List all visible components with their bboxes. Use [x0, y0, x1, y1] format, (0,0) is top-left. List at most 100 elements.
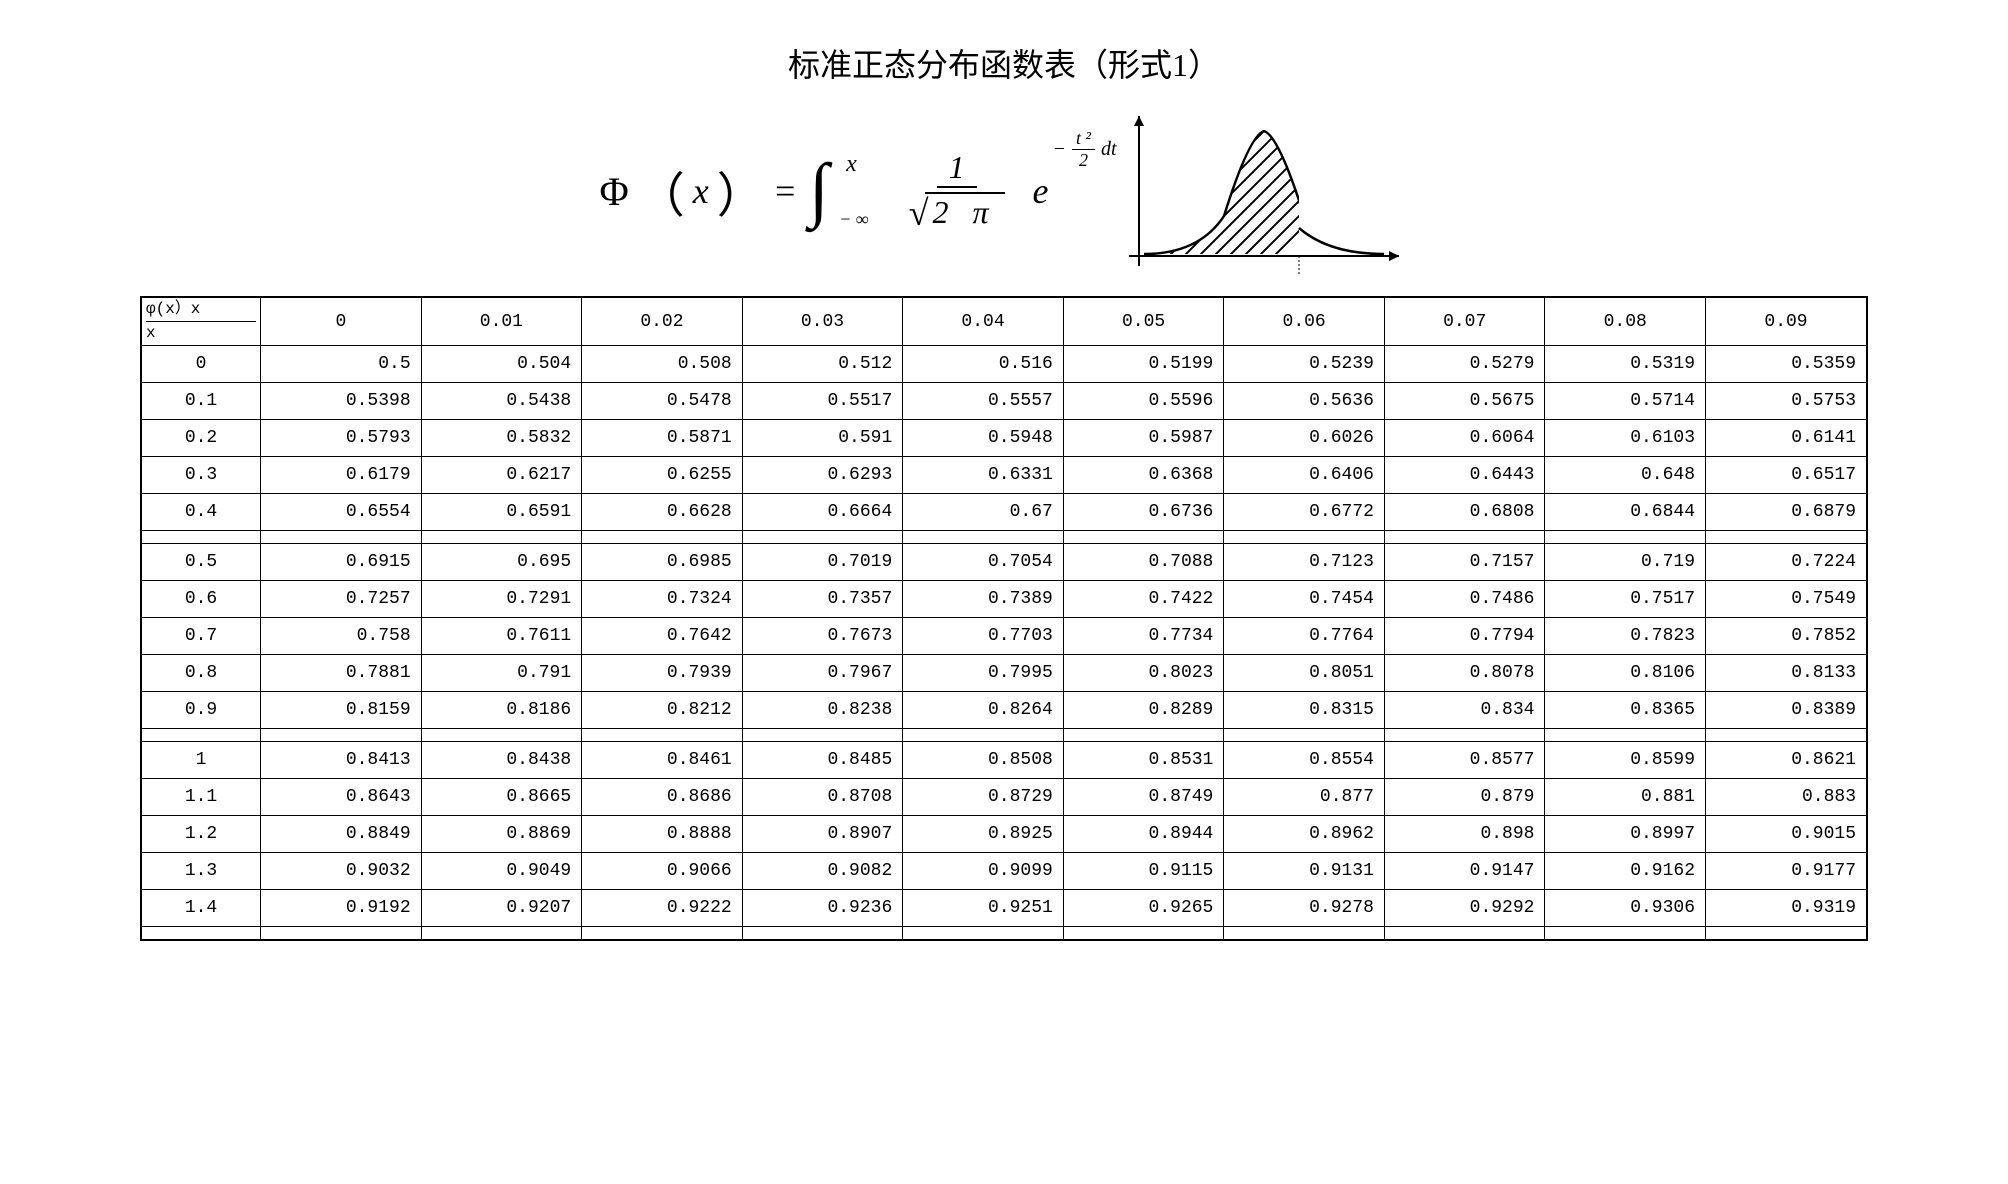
- column-header: 0: [261, 297, 422, 346]
- row-header: 0.5: [141, 544, 261, 581]
- table-cell: 0.6915: [261, 544, 422, 581]
- table-cell: 0.877: [1224, 779, 1385, 816]
- table-cell: 0.7357: [742, 581, 903, 618]
- table-cell: 0.7794: [1384, 618, 1545, 655]
- table-cell: 0.7054: [903, 544, 1064, 581]
- table-cell: 0.8238: [742, 692, 903, 729]
- corner-top-label: φ(x）x: [146, 300, 256, 322]
- table-cell: 0.7088: [1063, 544, 1224, 581]
- table-cell: 0.8997: [1545, 816, 1706, 853]
- equals-sign: =: [773, 170, 797, 212]
- table-cell: 0.7764: [1224, 618, 1385, 655]
- table-cell: 0.7549: [1706, 581, 1868, 618]
- table-row: 1.40.91920.92070.92220.92360.92510.92650…: [141, 890, 1867, 927]
- table-cell: 0.8389: [1706, 692, 1868, 729]
- table-cell: 0.9015: [1706, 816, 1868, 853]
- table-cell: 0.9236: [742, 890, 903, 927]
- table-cell: 0.7703: [903, 618, 1064, 655]
- normal-distribution-table: φ(x）x x 00.010.020.030.040.050.060.070.0…: [140, 296, 1868, 941]
- table-row: 00.50.5040.5080.5120.5160.51990.52390.52…: [141, 346, 1867, 383]
- table-cell: 0.9306: [1545, 890, 1706, 927]
- table-cell: 0.9177: [1706, 853, 1868, 890]
- table-cell: 0.5199: [1063, 346, 1224, 383]
- spacer-row: [141, 927, 1867, 941]
- table-cell: 0.8078: [1384, 655, 1545, 692]
- table-cell: 0.7389: [903, 581, 1064, 618]
- table-cell: 0.8508: [903, 742, 1064, 779]
- integral: ∫ x − ∞: [809, 161, 829, 222]
- table-cell: 0.9278: [1224, 890, 1385, 927]
- table-cell: 0.8461: [582, 742, 743, 779]
- table-cell: 0.9049: [421, 853, 582, 890]
- table-body: 00.50.5040.5080.5120.5160.51990.52390.52…: [141, 346, 1867, 941]
- table-cell: 0.9082: [742, 853, 903, 890]
- table-cell: 0.791: [421, 655, 582, 692]
- table-cell: 0.7642: [582, 618, 743, 655]
- table-cell: 0.6141: [1706, 420, 1868, 457]
- table-cell: 0.8708: [742, 779, 903, 816]
- table-cell: 0.8944: [1063, 816, 1224, 853]
- main-fraction: 1 √ 2 π: [897, 149, 1017, 234]
- table-cell: 0.516: [903, 346, 1064, 383]
- table-cell: 0.9147: [1384, 853, 1545, 890]
- table-cell: 0.7939: [582, 655, 743, 692]
- table-cell: 0.8869: [421, 816, 582, 853]
- row-header: 1.3: [141, 853, 261, 890]
- table-cell: 0.7422: [1063, 581, 1224, 618]
- table-cell: 0.5987: [1063, 420, 1224, 457]
- table-corner-cell: φ(x）x x: [141, 297, 261, 346]
- column-header: 0.06: [1224, 297, 1385, 346]
- table-cell: 0.8729: [903, 779, 1064, 816]
- row-header: 1.1: [141, 779, 261, 816]
- table-cell: 0.6368: [1063, 457, 1224, 494]
- row-header: 0: [141, 346, 261, 383]
- table-cell: 0.5832: [421, 420, 582, 457]
- table-cell: 0.879: [1384, 779, 1545, 816]
- table-cell: 0.6179: [261, 457, 422, 494]
- table-cell: 0.9066: [582, 853, 743, 890]
- table-cell: 0.6985: [582, 544, 743, 581]
- integral-sign: ∫: [809, 149, 829, 229]
- column-header: 0.08: [1545, 297, 1706, 346]
- table-cell: 0.6064: [1384, 420, 1545, 457]
- table-cell: 0.6554: [261, 494, 422, 531]
- table-cell: 0.5948: [903, 420, 1064, 457]
- row-header: 1.4: [141, 890, 261, 927]
- table-cell: 0.695: [421, 544, 582, 581]
- table-cell: 0.5793: [261, 420, 422, 457]
- table-cell: 0.508: [582, 346, 743, 383]
- column-header: 0.02: [582, 297, 743, 346]
- table-cell: 0.7823: [1545, 618, 1706, 655]
- e-term: e − t ² 2 dt: [1033, 170, 1049, 212]
- row-header: 0.1: [141, 383, 261, 420]
- formula-var: x: [693, 170, 709, 212]
- table-cell: 0.7019: [742, 544, 903, 581]
- table-cell: 0.8621: [1706, 742, 1868, 779]
- table-cell: 0.67: [903, 494, 1064, 531]
- column-header: 0.04: [903, 297, 1064, 346]
- table-cell: 0.7123: [1224, 544, 1385, 581]
- table-cell: 0.7967: [742, 655, 903, 692]
- table-row: 1.30.90320.90490.90660.90820.90990.91150…: [141, 853, 1867, 890]
- fraction-denominator: √ 2 π: [897, 188, 1017, 234]
- table-cell: 0.7454: [1224, 581, 1385, 618]
- table-cell: 0.9032: [261, 853, 422, 890]
- row-header: 0.4: [141, 494, 261, 531]
- table-cell: 0.9265: [1063, 890, 1224, 927]
- table-cell: 0.6736: [1063, 494, 1224, 531]
- exp-minus: −: [1053, 138, 1067, 161]
- table-cell: 0.6255: [582, 457, 743, 494]
- exponent: − t ² 2 dt: [1053, 128, 1117, 171]
- table-cell: 0.758: [261, 618, 422, 655]
- table-cell: 0.8643: [261, 779, 422, 816]
- table-cell: 0.8665: [421, 779, 582, 816]
- table-cell: 0.9115: [1063, 853, 1224, 890]
- column-header: 0.05: [1063, 297, 1224, 346]
- row-header: 0.8: [141, 655, 261, 692]
- table-cell: 0.8289: [1063, 692, 1224, 729]
- table-cell: 0.5438: [421, 383, 582, 420]
- column-header: 0.07: [1384, 297, 1545, 346]
- table-cell: 0.5398: [261, 383, 422, 420]
- table-cell: 0.5596: [1063, 383, 1224, 420]
- table-cell: 0.8413: [261, 742, 422, 779]
